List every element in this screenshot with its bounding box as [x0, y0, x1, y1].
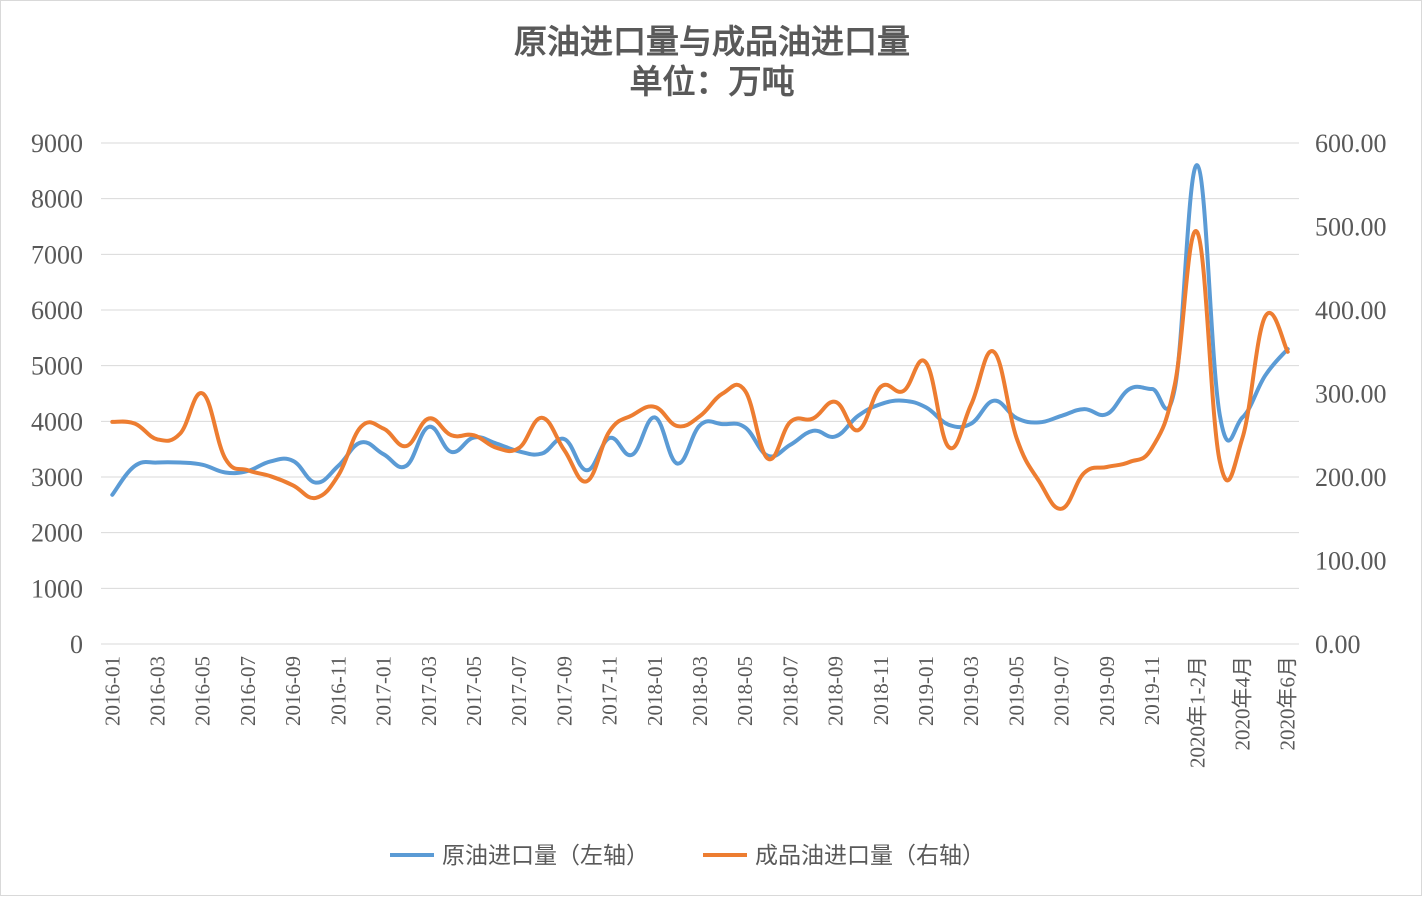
legend: 原油进口量（左轴） 成品油进口量（右轴） [390, 843, 985, 869]
x-tick-label: 2018-11 [869, 656, 893, 725]
left-tick-label: 8000 [31, 185, 83, 214]
x-tick-label: 2020年6月 [1276, 656, 1300, 751]
x-tick-label: 2018-05 [733, 656, 757, 726]
series-line-crude-oil [110, 163, 1290, 497]
left-tick-label: 1000 [31, 574, 83, 603]
x-tick-label: 2019-07 [1050, 656, 1074, 726]
left-axis: 0 1000 2000 3000 4000 5000 6000 7000 8000 9000 [31, 129, 83, 659]
series-lines [110, 163, 1290, 511]
legend-label-refined-oil: 成品油进口量（右轴） [755, 843, 985, 869]
x-axis: 2016-01 2016-03 2016-05 2016-07 2016-09 2016-… [100, 656, 1299, 768]
x-tick-label: 2016-11 [326, 656, 350, 725]
x-tick-label: 2018-03 [688, 656, 712, 726]
x-tick-label: 2019-05 [1004, 656, 1028, 726]
x-tick-label: 2016-09 [281, 656, 305, 726]
x-tick-label: 2017-05 [462, 656, 486, 726]
x-tick-label: 2019-01 [914, 656, 938, 726]
x-tick-label: 2017-07 [507, 656, 531, 726]
x-tick-label: 2016-07 [236, 656, 260, 726]
left-tick-label: 7000 [31, 240, 83, 269]
left-tick-label: 3000 [31, 463, 83, 492]
left-tick-label: 9000 [31, 129, 83, 158]
x-tick-label: 2017-03 [417, 656, 441, 726]
legend-label-crude-oil: 原油进口量（左轴） [442, 843, 649, 869]
right-tick-label: 500.00 [1315, 213, 1387, 242]
x-tick-label: 2017-11 [598, 656, 622, 725]
x-tick-label: 2020年4月 [1230, 656, 1254, 751]
left-tick-label: 4000 [31, 407, 83, 436]
left-tick-label: 2000 [31, 519, 83, 548]
right-tick-label: 600.00 [1315, 129, 1387, 158]
x-tick-label: 2020年1-2月 [1185, 656, 1209, 768]
x-tick-label: 2016-03 [146, 656, 170, 726]
chart-subtitle: 单位：万吨 [630, 62, 795, 101]
left-tick-label: 5000 [31, 352, 83, 381]
left-tick-label: 6000 [31, 296, 83, 325]
right-tick-label: 300.00 [1315, 380, 1387, 409]
left-tick-label: 0 [70, 630, 83, 659]
x-tick-label: 2016-01 [100, 656, 124, 726]
x-tick-label: 2016-05 [191, 656, 215, 726]
x-tick-label: 2017-01 [372, 656, 396, 726]
right-tick-label: 400.00 [1315, 296, 1387, 325]
x-tick-label: 2019-03 [959, 656, 983, 726]
right-tick-label: 200.00 [1315, 463, 1387, 492]
x-tick-label: 2017-09 [552, 656, 576, 726]
x-tick-label: 2019-09 [1095, 656, 1119, 726]
chart-title: 原油进口量与成品油进口量 [514, 22, 910, 61]
x-tick-label: 2018-01 [643, 656, 667, 726]
right-tick-label: 100.00 [1315, 547, 1387, 576]
gridlines [101, 142, 1299, 645]
right-tick-label: 0.00 [1315, 630, 1361, 659]
x-tick-label: 2018-07 [778, 656, 802, 726]
x-tick-label: 2018-09 [824, 656, 848, 726]
right-axis: 0.00 100.00 200.00 300.00 400.00 500.00 600.00 [1315, 129, 1387, 659]
series-line-refined-oil [110, 229, 1290, 511]
x-tick-label: 2019-11 [1140, 656, 1164, 725]
